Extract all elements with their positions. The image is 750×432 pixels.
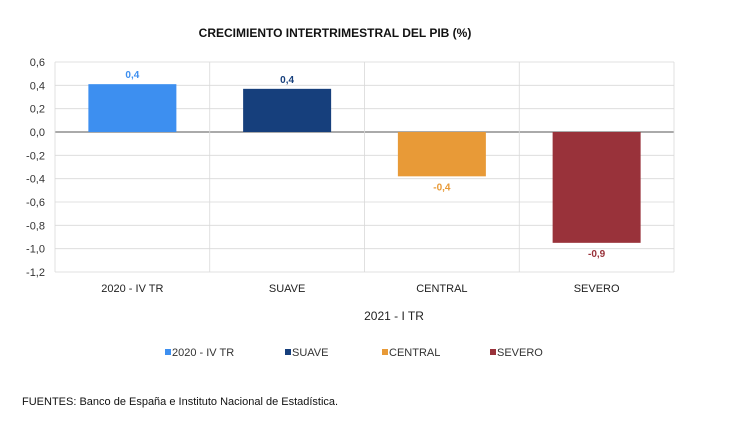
category-label: 2020 - IV TR [101, 283, 163, 295]
legend-swatch [382, 349, 388, 355]
legend-label: SUAVE [292, 347, 328, 359]
y-tick-label: -0,2 [26, 150, 45, 162]
chart-title: CRECIMIENTO INTERTRIMESTRAL DEL PIB (%) [199, 26, 472, 40]
y-tick-label: -1,0 [26, 244, 45, 256]
x-group-label: 2021 - I TR [364, 309, 424, 323]
legend-label: CENTRAL [389, 347, 440, 359]
data-label: -0,9 [588, 249, 606, 260]
y-tick-label: -0,8 [26, 220, 45, 232]
legend-swatch [165, 349, 171, 355]
bars [88, 84, 641, 243]
bar [88, 84, 177, 132]
bar [397, 132, 486, 177]
y-axis-ticks: 0,6 0,4 0,2 0,0 -0,2 -0,4 -0,6 -0,8 -1,0 -1,2 [26, 57, 45, 279]
data-label: 0,4 [280, 75, 294, 86]
y-tick-label: -1,2 [26, 267, 45, 279]
y-tick-label: 0,2 [30, 104, 45, 116]
y-tick-label: 0,4 [30, 80, 45, 92]
category-labels: 2020 - IV TR SUAVE CENTRAL SEVERO [101, 283, 620, 295]
legend-swatch [285, 349, 291, 355]
y-tick-label: 0,6 [30, 57, 45, 69]
y-tick-label: -0,6 [26, 197, 45, 209]
legend-swatch [490, 349, 496, 355]
legend: 2020 - IV TR SUAVE CENTRAL SEVERO [165, 347, 543, 359]
data-labels: 0,4 0,4 -0,4 -0,9 [125, 70, 605, 260]
source-note: FUENTES: Banco de España e Instituto Nac… [22, 396, 339, 408]
data-label: -0,4 [433, 182, 451, 193]
y-tick-label: 0,0 [30, 127, 45, 139]
y-tick-label: -0,4 [26, 174, 45, 186]
legend-label: 2020 - IV TR [172, 347, 234, 359]
category-label: CENTRAL [416, 283, 467, 295]
data-label: 0,4 [125, 70, 139, 81]
bar [552, 132, 641, 243]
category-label: SEVERO [574, 283, 620, 295]
category-label: SUAVE [269, 283, 305, 295]
legend-label: SEVERO [497, 347, 543, 359]
bar [243, 88, 332, 132]
